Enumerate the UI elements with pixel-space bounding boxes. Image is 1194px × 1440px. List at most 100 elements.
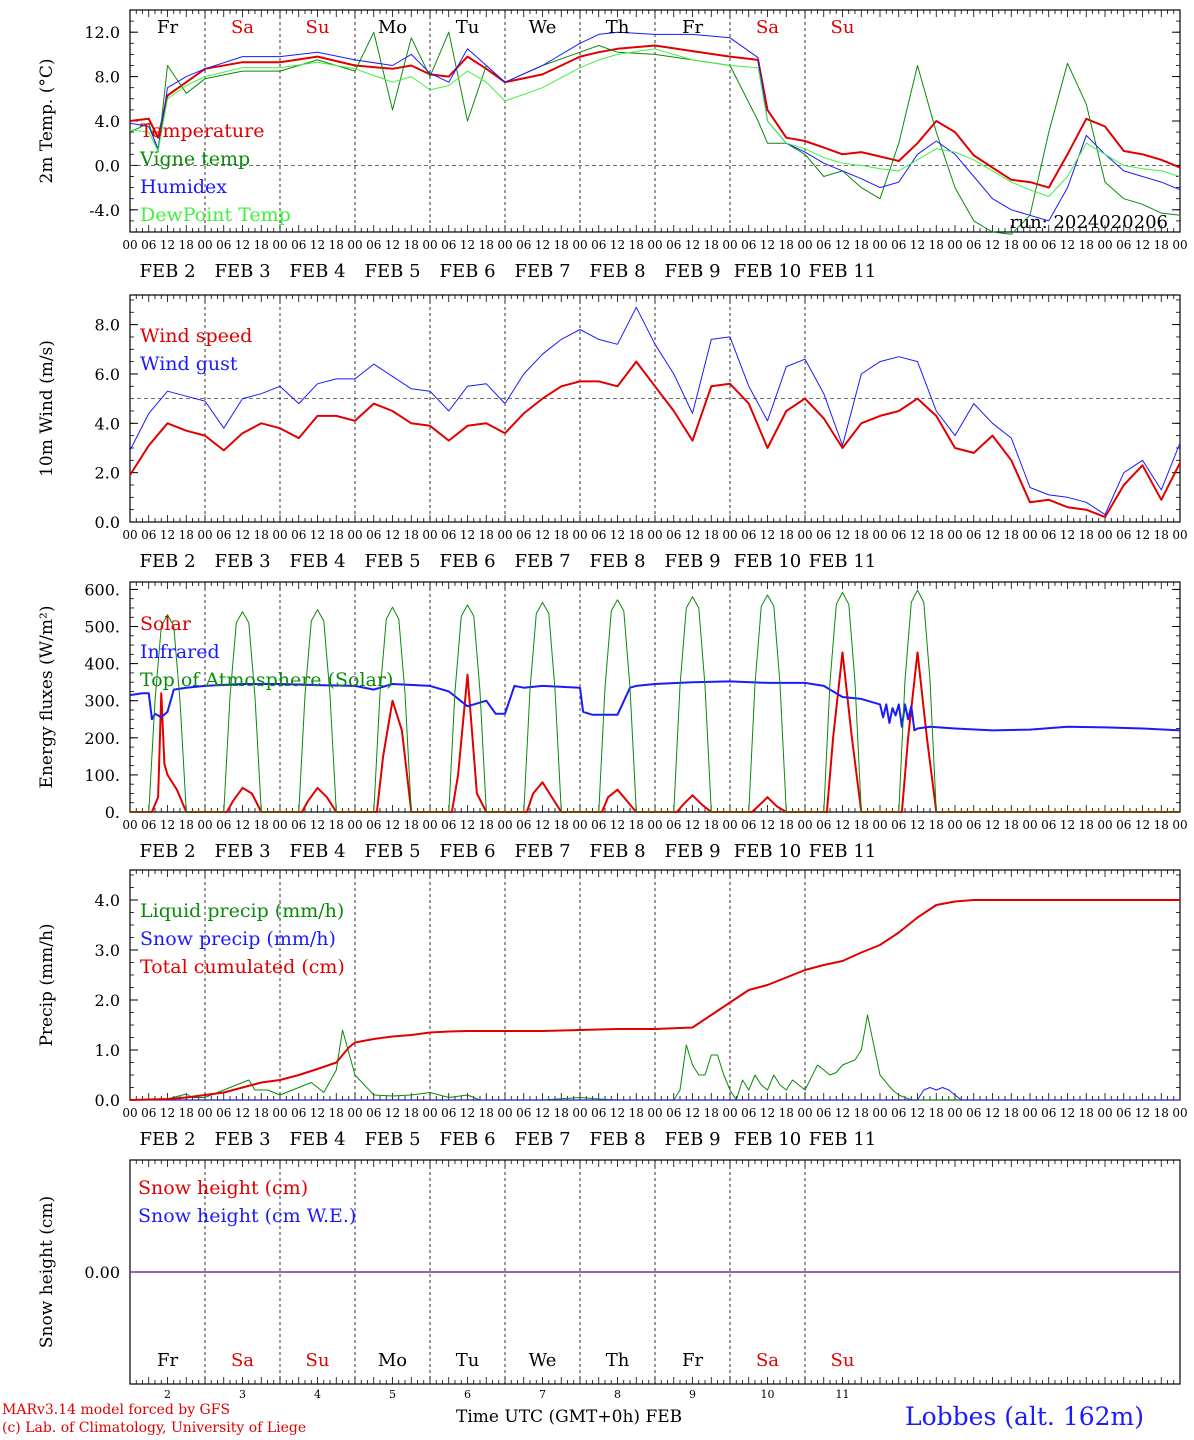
weekday-label: Su [831, 1350, 855, 1371]
hour-label: 06 [741, 1106, 756, 1120]
date-label: FEB 8 [589, 261, 645, 282]
series-liquid-precip-mm-h [129, 1014, 1180, 1101]
date-label: FEB 11 [809, 1129, 876, 1150]
hour-label: 12 [610, 238, 625, 252]
date-label: FEB 4 [289, 1129, 345, 1150]
hour-label: 00 [197, 528, 212, 542]
day-number: 8 [614, 1388, 621, 1400]
hour-label: 06 [966, 528, 981, 542]
date-label: FEB 3 [214, 261, 270, 282]
hour-label: 06 [516, 1106, 531, 1120]
hour-label: 00 [722, 818, 737, 832]
weekday-label: Su [306, 1350, 330, 1371]
hour-label: 18 [779, 528, 794, 542]
hour-label: 06 [441, 1106, 456, 1120]
hour-label: 00 [497, 1106, 512, 1120]
legend-entry: Wind gust [140, 353, 238, 375]
hour-label: 06 [216, 1106, 231, 1120]
date-label: FEB 3 [214, 841, 270, 862]
hour-label: 12 [610, 528, 625, 542]
hour-label: 18 [329, 818, 344, 832]
hour-label: 06 [741, 528, 756, 542]
hour-label: 00 [797, 1106, 812, 1120]
hour-label: 18 [1154, 818, 1169, 832]
date-label: FEB 6 [439, 261, 495, 282]
series-dewpoint-temp [129, 48, 1181, 197]
hour-label: 00 [422, 238, 437, 252]
y-tick-label: 3.0 [95, 941, 120, 960]
hour-label: 12 [310, 1106, 325, 1120]
hour-label: 18 [629, 818, 644, 832]
hour-label: 00 [647, 818, 662, 832]
hour-label: 12 [235, 238, 250, 252]
hour-label: 12 [835, 818, 850, 832]
hour-label: 18 [254, 238, 269, 252]
date-label: FEB 8 [589, 551, 645, 572]
weekday-label: Sa [756, 17, 779, 38]
weekday-label: Mo [378, 17, 407, 38]
hour-label: 18 [404, 238, 419, 252]
hour-label: 06 [141, 528, 156, 542]
legend-entry: Total cumulated (cm) [140, 956, 345, 978]
y-tick-label: 200. [84, 729, 120, 748]
hour-label: 12 [235, 528, 250, 542]
hour-label: 00 [572, 1106, 587, 1120]
date-label: FEB 2 [139, 1129, 195, 1150]
weekday-label: Fr [682, 17, 703, 38]
hour-label: 06 [216, 528, 231, 542]
series-snow-precip-mm-h [130, 1087, 1180, 1101]
date-label: FEB 6 [439, 551, 495, 572]
date-label: FEB 4 [289, 261, 345, 282]
hour-label: 18 [704, 528, 719, 542]
x-axis-label: Time UTC (GMT+0h) FEB [456, 1407, 683, 1427]
hour-label: 18 [1154, 1106, 1169, 1120]
panel-1 [129, 9, 1181, 235]
hour-label: 00 [497, 238, 512, 252]
legend-entry: Snow height (cm W.E.) [138, 1205, 356, 1227]
hour-label: 06 [141, 1106, 156, 1120]
hour-label: 00 [1097, 1106, 1112, 1120]
legend-entry: Snow precip (mm/h) [140, 928, 336, 950]
hour-label: 12 [835, 1106, 850, 1120]
hour-label: 00 [1172, 528, 1187, 542]
hour-label: 06 [591, 1106, 606, 1120]
hour-label: 00 [722, 238, 737, 252]
date-label: FEB 10 [734, 841, 801, 862]
hour-label: 00 [347, 818, 362, 832]
hour-label: 06 [1116, 1106, 1131, 1120]
y-tick-label: 500. [84, 618, 120, 637]
hour-label: 18 [479, 1106, 494, 1120]
hour-label: 12 [685, 238, 700, 252]
weekday-label: Fr [157, 1350, 178, 1371]
hour-label: 06 [1116, 528, 1131, 542]
date-label: FEB 9 [664, 551, 720, 572]
weekday-label: Sa [231, 1350, 254, 1371]
hour-label: 06 [216, 818, 231, 832]
hour-label: 18 [779, 238, 794, 252]
hour-label: 12 [610, 1106, 625, 1120]
weekday-label: Th [606, 1350, 630, 1371]
hour-label: 12 [760, 238, 775, 252]
hour-label: 12 [385, 818, 400, 832]
hour-label: 12 [760, 528, 775, 542]
hour-label: 12 [535, 528, 550, 542]
y-tick-label: 0.00 [84, 1263, 120, 1282]
day-number: 6 [464, 1388, 471, 1400]
hour-label: 06 [516, 238, 531, 252]
hour-label: 00 [797, 818, 812, 832]
hour-label: 00 [272, 238, 287, 252]
legend-entry: Wind speed [140, 325, 252, 347]
y-axis-label: 10m Wind (m/s) [37, 340, 57, 477]
date-label: FEB 9 [664, 261, 720, 282]
hour-label: 18 [479, 818, 494, 832]
hour-label: 18 [179, 238, 194, 252]
date-label: FEB 5 [364, 551, 420, 572]
date-label: FEB 2 [139, 551, 195, 572]
hour-label: 12 [985, 818, 1000, 832]
hour-label: 12 [460, 238, 475, 252]
hour-label: 12 [685, 528, 700, 542]
y-tick-label: 100. [84, 766, 120, 785]
hour-label: 00 [347, 1106, 362, 1120]
hour-label: 18 [704, 238, 719, 252]
hour-label: 12 [1060, 528, 1075, 542]
